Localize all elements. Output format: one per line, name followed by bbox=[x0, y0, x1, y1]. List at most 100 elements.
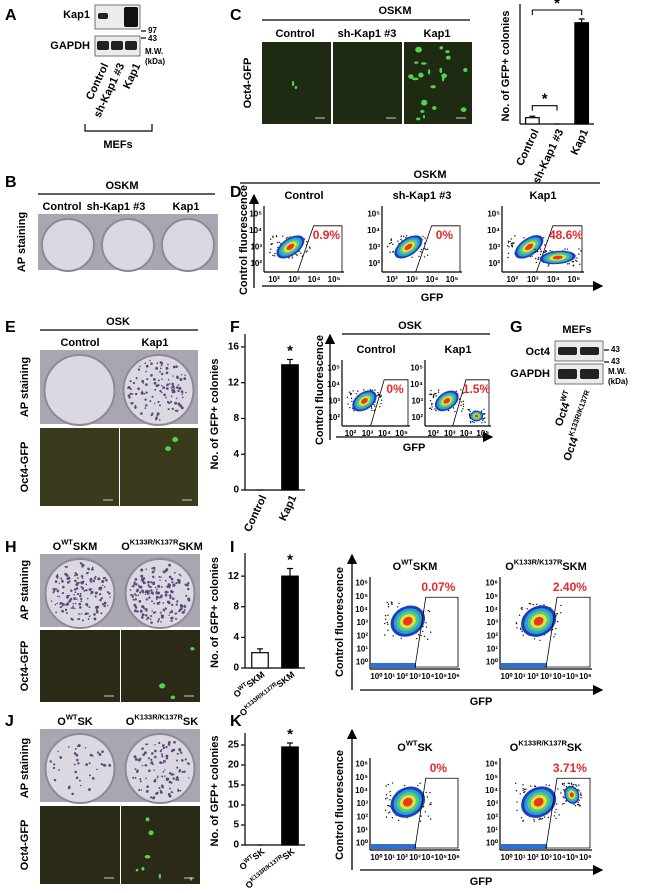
event bbox=[455, 390, 458, 392]
event bbox=[417, 634, 420, 636]
colony bbox=[150, 591, 154, 595]
label-superscript: WT bbox=[61, 538, 73, 547]
event bbox=[447, 409, 450, 412]
colony bbox=[180, 575, 182, 577]
bar bbox=[524, 117, 540, 125]
event bbox=[390, 238, 392, 240]
colony bbox=[73, 588, 77, 591]
colony bbox=[153, 769, 155, 771]
y-tick-label: 10⁴ bbox=[487, 226, 500, 235]
colony bbox=[147, 585, 150, 588]
x-tick-label: 10⁵ bbox=[566, 672, 579, 681]
y-tick-label: 10³ bbox=[328, 396, 340, 405]
event bbox=[534, 251, 536, 253]
colony bbox=[158, 601, 161, 604]
colony bbox=[83, 589, 86, 592]
colony bbox=[85, 583, 88, 586]
event bbox=[429, 803, 431, 806]
label-superscript: K133R/K137R bbox=[567, 388, 592, 437]
colony bbox=[103, 604, 106, 608]
x-tick-label: 10⁴ bbox=[421, 853, 434, 862]
colony bbox=[162, 602, 165, 604]
significance-mark: * bbox=[287, 726, 293, 743]
event bbox=[422, 630, 424, 633]
colony bbox=[141, 764, 144, 767]
colony bbox=[134, 404, 137, 408]
event bbox=[432, 395, 435, 398]
colony bbox=[100, 763, 103, 766]
x-tick-label: 10² bbox=[427, 429, 439, 438]
event bbox=[533, 818, 535, 821]
event bbox=[373, 403, 375, 406]
colony bbox=[183, 770, 186, 773]
colony bbox=[152, 570, 155, 573]
bar bbox=[251, 652, 269, 669]
colony bbox=[130, 402, 133, 405]
density bbox=[361, 397, 368, 404]
colony bbox=[168, 614, 170, 617]
colony bbox=[156, 776, 159, 779]
colony bbox=[133, 592, 136, 595]
event bbox=[523, 791, 525, 794]
event bbox=[576, 257, 578, 259]
colony bbox=[93, 613, 96, 616]
panel-letter: E bbox=[5, 319, 16, 336]
colony bbox=[91, 568, 93, 571]
event bbox=[547, 816, 550, 819]
label-base: O bbox=[126, 716, 135, 728]
colony bbox=[133, 609, 137, 613]
colony bbox=[154, 749, 157, 753]
x-tick-label: 10³ bbox=[444, 429, 456, 438]
label-superscript: WT bbox=[558, 388, 571, 402]
colony bbox=[177, 384, 180, 386]
gate-percentage: 48.6% bbox=[549, 228, 583, 242]
well bbox=[101, 218, 155, 272]
colony bbox=[76, 745, 79, 748]
colony bbox=[167, 378, 170, 381]
colony bbox=[88, 615, 91, 618]
y-tick-label: 10² bbox=[411, 413, 423, 422]
debris bbox=[501, 663, 547, 668]
label-superscript: K133R/K137R bbox=[518, 739, 567, 748]
colony bbox=[73, 593, 75, 596]
event bbox=[484, 417, 486, 419]
well bbox=[44, 733, 116, 804]
gfp-colony bbox=[145, 817, 150, 822]
x-tick-label: 10³ bbox=[406, 275, 418, 284]
colony bbox=[155, 366, 159, 370]
colony bbox=[160, 748, 163, 751]
colony bbox=[94, 591, 98, 595]
colony bbox=[159, 750, 162, 753]
gate bbox=[545, 596, 591, 668]
event bbox=[515, 790, 518, 792]
density bbox=[286, 243, 295, 251]
label-suffix: SKM bbox=[178, 541, 202, 553]
error-bar bbox=[529, 115, 536, 118]
event bbox=[548, 784, 550, 787]
event bbox=[521, 608, 523, 611]
event bbox=[397, 606, 399, 608]
colony bbox=[154, 611, 157, 613]
colony bbox=[159, 579, 161, 582]
x-tick-label: 10⁶ bbox=[579, 853, 592, 862]
y-tick-label: 10² bbox=[328, 413, 340, 422]
colony bbox=[160, 621, 162, 623]
event bbox=[560, 612, 562, 614]
well bbox=[43, 354, 116, 426]
gate bbox=[414, 777, 459, 849]
colony bbox=[82, 587, 85, 589]
event bbox=[543, 604, 545, 606]
colony bbox=[129, 380, 132, 383]
event bbox=[403, 235, 405, 238]
colony bbox=[177, 389, 180, 393]
event bbox=[563, 782, 565, 785]
event bbox=[562, 796, 564, 798]
event bbox=[516, 627, 518, 629]
colony bbox=[161, 378, 163, 380]
x-tick-label: 10² bbox=[527, 672, 539, 681]
event bbox=[535, 261, 538, 264]
y-tick-label: 10⁶ bbox=[485, 579, 498, 588]
colony bbox=[152, 576, 155, 579]
event bbox=[531, 255, 533, 257]
colony bbox=[161, 754, 164, 756]
